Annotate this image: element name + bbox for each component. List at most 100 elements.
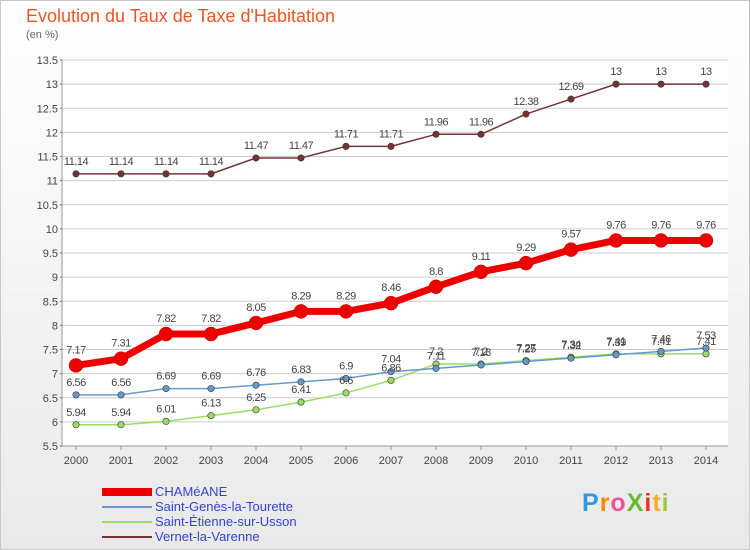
y-tick-label: 12	[46, 127, 58, 139]
logo-letter: o	[610, 489, 627, 517]
logo-letter: r	[599, 489, 611, 517]
data-point	[563, 242, 579, 257]
data-point	[477, 130, 485, 138]
data-point	[387, 376, 395, 384]
legend-label-saint-etienne: Saint-Étienne-sur-Usson	[155, 514, 297, 529]
x-tick-label: 2004	[244, 455, 268, 467]
data-point	[72, 421, 80, 429]
data-label: 8.8	[429, 266, 443, 278]
y-tick-label: 11.5	[37, 152, 58, 164]
data-label: 11.14	[199, 156, 224, 168]
data-label: 13	[700, 66, 712, 78]
data-point	[162, 417, 170, 425]
data-point	[252, 381, 260, 389]
legend-swatch-chameane	[102, 488, 152, 496]
data-label: 6.01	[156, 403, 176, 415]
x-tick-label: 2005	[289, 455, 313, 467]
data-label: 6.86	[381, 362, 401, 374]
legend-swatch-vernet	[102, 536, 152, 538]
x-tick-label: 2008	[424, 455, 448, 467]
data-label: 11.47	[289, 140, 314, 152]
data-label: 11.71	[379, 128, 404, 140]
x-tick-label: 2006	[334, 455, 358, 467]
data-label: 6.69	[156, 371, 176, 383]
y-tick-label: 5.5	[43, 441, 58, 453]
y-tick-label: 9	[52, 272, 58, 284]
data-point	[567, 95, 575, 103]
y-tick-label: 10	[46, 224, 58, 236]
data-point	[612, 80, 620, 88]
proxiti-logo: ProXiti	[582, 489, 670, 518]
data-point	[428, 279, 444, 295]
x-tick-label: 2002	[154, 455, 178, 467]
data-point	[68, 358, 84, 373]
legend-label-chameane: CHAMéANE	[155, 484, 228, 499]
data-point	[72, 170, 80, 178]
data-label: 9.76	[696, 219, 716, 231]
data-point	[207, 385, 215, 393]
data-label: 13	[610, 66, 622, 78]
data-point	[657, 347, 665, 355]
data-label: 6.6	[339, 375, 353, 387]
data-point	[293, 304, 309, 319]
data-label: 9.57	[561, 229, 581, 241]
x-tick-label: 2013	[649, 455, 673, 467]
data-label: 8.46	[381, 282, 401, 294]
data-point	[477, 361, 485, 369]
data-label: 11.14	[109, 156, 134, 168]
data-label: 7.39	[606, 337, 626, 349]
chart-subtitle: (en %)	[26, 29, 59, 41]
data-point	[203, 326, 219, 342]
y-tick-label: 11	[47, 176, 58, 188]
data-label: 11.14	[64, 156, 89, 168]
data-label: 7.2	[429, 346, 443, 358]
legend-label-vernet: Vernet-la-Varenne	[155, 529, 260, 544]
data-label: 7.46	[651, 333, 671, 345]
data-label: 8.29	[336, 290, 356, 302]
data-label: 8.05	[246, 302, 266, 314]
y-tick-label: 6	[52, 417, 58, 429]
data-label: 7.41	[606, 336, 626, 348]
data-label: 7.34	[561, 339, 581, 351]
x-tick-label: 2010	[514, 455, 538, 467]
y-tick-label: 6.5	[43, 393, 58, 405]
data-point	[567, 354, 575, 362]
data-point	[342, 389, 350, 397]
data-point	[387, 368, 395, 376]
legend-item-chameane: CHAMéANE	[102, 484, 362, 499]
data-label: 7.41	[696, 336, 716, 348]
data-point	[342, 142, 350, 150]
data-label: 12.38	[513, 96, 538, 108]
data-point	[702, 350, 710, 358]
data-label: 9.11	[472, 251, 491, 263]
data-point	[252, 406, 260, 414]
legend-swatch-saint-etienne	[102, 521, 152, 523]
y-tick-label: 9.5	[43, 248, 58, 260]
data-point	[72, 391, 80, 399]
data-label: 6.13	[201, 398, 221, 410]
data-point	[113, 351, 129, 366]
data-point	[117, 391, 125, 399]
data-label: 7.53	[696, 330, 716, 342]
data-label: 8.29	[291, 290, 311, 302]
data-point	[297, 398, 305, 406]
data-point	[473, 264, 489, 280]
y-tick-label: 7.5	[43, 345, 58, 357]
data-label: 6.25	[246, 392, 266, 404]
y-tick-label: 13	[46, 79, 58, 91]
x-tick-label: 2009	[469, 455, 493, 467]
data-point	[522, 110, 530, 118]
data-point	[117, 170, 125, 178]
legend: CHAMéANE Saint-Genès-la-Tourette Saint-É…	[102, 484, 362, 544]
data-point	[432, 130, 440, 138]
x-tick-label: 2011	[559, 455, 583, 467]
data-label: 6.69	[201, 371, 221, 383]
data-point	[702, 80, 710, 88]
data-label: 13	[655, 66, 667, 78]
data-point	[518, 255, 534, 271]
data-point	[158, 326, 174, 342]
data-label: 7.31	[111, 338, 131, 350]
axis-layer: 5.5 6 6.5 7 7.5 8 8.5 9 9.5 10 10.5 11 11.5 12 12.5 13 1…	[37, 55, 728, 467]
data-label: 7.18	[471, 347, 491, 359]
data-label: 7.2	[474, 346, 488, 358]
